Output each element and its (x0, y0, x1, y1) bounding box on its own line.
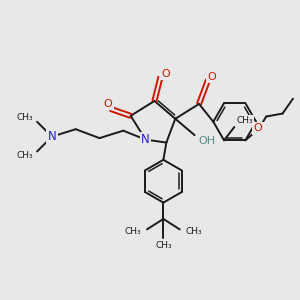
Text: N: N (141, 133, 150, 146)
Text: CH₃: CH₃ (155, 241, 172, 250)
Text: CH₃: CH₃ (186, 227, 202, 236)
Text: O: O (207, 72, 216, 82)
Text: CH₃: CH₃ (17, 113, 34, 122)
Text: O: O (103, 99, 112, 109)
Text: O: O (161, 69, 170, 79)
Text: CH₃: CH₃ (124, 227, 141, 236)
Text: N: N (47, 130, 56, 143)
Text: CH₃: CH₃ (236, 116, 253, 125)
Text: CH₃: CH₃ (17, 152, 34, 160)
Text: OH: OH (198, 136, 215, 146)
Text: O: O (254, 123, 262, 134)
